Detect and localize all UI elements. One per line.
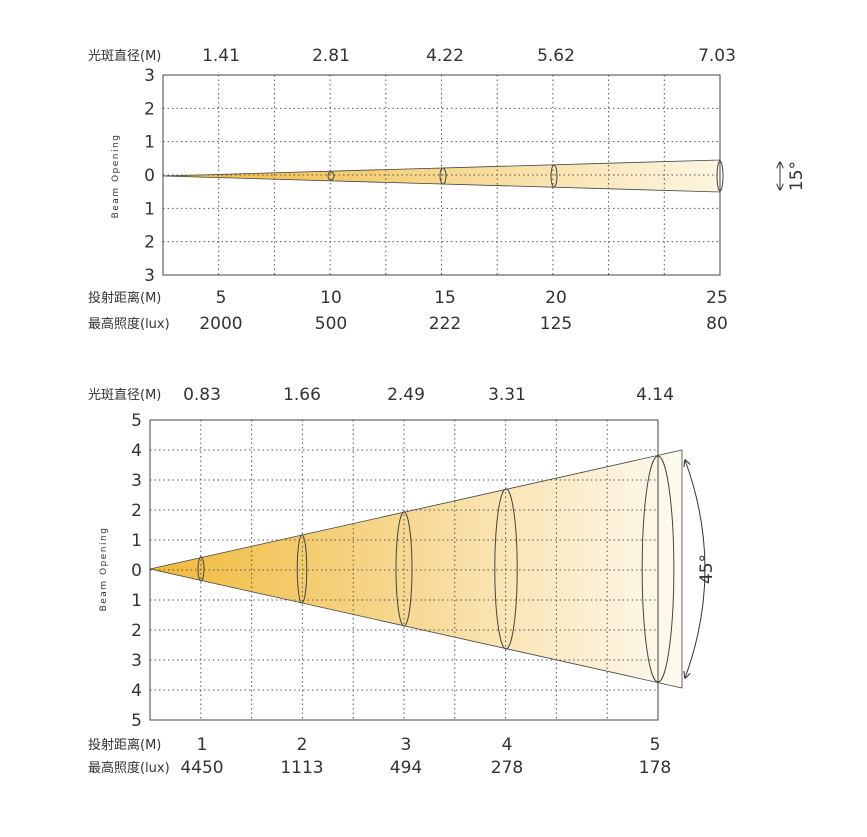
lux-value: 1113 [280, 758, 323, 778]
distance-value: 2 [297, 735, 308, 755]
diameter-value: 7.03 [698, 46, 736, 66]
y-axis-label: Beam Opening [99, 527, 109, 612]
diameter-value: 4.22 [426, 46, 464, 66]
angle-label: 45° [697, 554, 717, 584]
lux-value: 494 [390, 758, 422, 778]
distance-value: 5 [216, 288, 227, 308]
axis [162, 74, 721, 276]
diameter-value: 1.41 [202, 46, 240, 66]
diameter-value: 3.31 [488, 385, 526, 405]
beam-spot [296, 534, 308, 604]
lux-value: 80 [706, 314, 728, 334]
distance-value: 10 [320, 288, 342, 308]
lux-value: 278 [491, 758, 523, 778]
y-tick-label: 1 [144, 133, 155, 153]
diameter-value: 4.14 [636, 385, 674, 405]
distance-value: 4 [502, 735, 513, 755]
y-tick-label: 5 [131, 411, 142, 431]
y-tick-label: 5 [131, 711, 142, 731]
distance-value: 20 [545, 288, 567, 308]
y-tick-label: 1 [144, 199, 155, 219]
beam-spot [641, 455, 675, 683]
y-tick-label: 0 [131, 561, 142, 581]
y-tick-label: 2 [144, 233, 155, 253]
y-tick-label: 3 [144, 266, 155, 286]
lux-value: 2000 [199, 314, 242, 334]
distance-label: 投射距离(M) [88, 737, 161, 753]
y-tick-label: 4 [131, 441, 142, 461]
beam-cone [162, 159, 721, 193]
y-tick-label: 2 [144, 99, 155, 119]
diameter-label: 光斑直径(M) [88, 49, 161, 64]
axis [149, 419, 659, 721]
y-tick-label: 2 [131, 621, 142, 641]
lux-value: 222 [429, 314, 461, 334]
distance-value: 15 [434, 288, 456, 308]
beam-spot [550, 164, 558, 188]
y-tick-label: 3 [131, 651, 142, 671]
angle-label: 15° [787, 161, 807, 191]
y-tick-label: 2 [131, 501, 142, 521]
y-tick-label: 0 [144, 166, 155, 186]
beam-spot [494, 488, 518, 650]
lux-value: 500 [315, 314, 347, 334]
lux-value: 125 [540, 314, 572, 334]
lux-label: 最高照度(lux) [88, 760, 170, 776]
diameter-value: 2.81 [312, 46, 350, 66]
y-tick-label: 1 [131, 531, 142, 551]
y-tick-label: 1 [131, 591, 142, 611]
y-tick-label: 4 [131, 681, 142, 701]
beam-spot [327, 171, 335, 181]
lux-label: 最高照度(lux) [88, 316, 170, 332]
y-axis-label: Beam Opening [111, 134, 121, 219]
distance-value: 5 [650, 735, 661, 755]
diameter-value: 0.83 [183, 385, 221, 405]
diameter-label: 光斑直径(M) [88, 388, 161, 403]
diameter-value: 5.62 [537, 46, 575, 66]
beam-spot [439, 167, 447, 185]
distance-label: 投射距离(M) [88, 290, 161, 306]
distance-value: 25 [706, 288, 728, 308]
diameter-value: 2.49 [387, 385, 425, 405]
y-tick-label: 3 [144, 66, 155, 86]
distance-value: 3 [401, 735, 412, 755]
y-tick-label: 3 [131, 471, 142, 491]
distance-value: 1 [197, 735, 208, 755]
lux-value: 178 [639, 758, 671, 778]
beam-cone [149, 449, 683, 689]
beam-spot [716, 160, 724, 192]
beam-spot [197, 556, 205, 582]
beam-spot [395, 511, 413, 627]
diameter-value: 1.66 [283, 385, 321, 405]
lux-value: 4450 [180, 758, 223, 778]
angle-arrow [685, 460, 706, 678]
